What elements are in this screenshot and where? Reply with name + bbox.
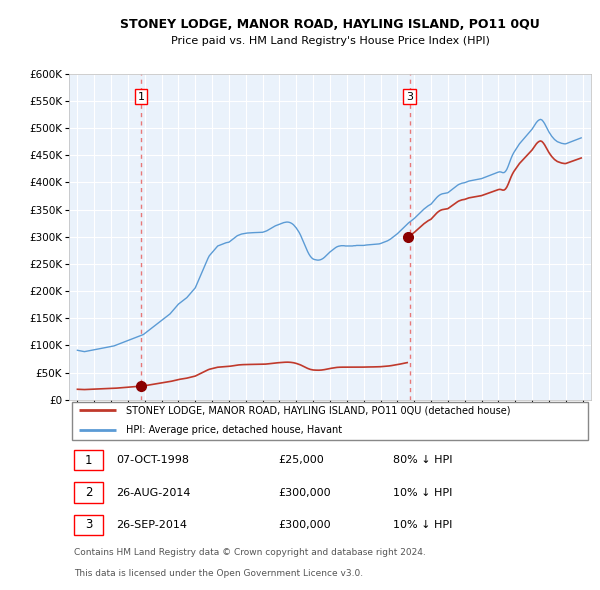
Text: HPI: Average price, detached house, Havant: HPI: Average price, detached house, Hava… [127,425,343,435]
Text: 3: 3 [85,518,92,531]
Text: 26-SEP-2014: 26-SEP-2014 [116,520,187,530]
Text: £300,000: £300,000 [278,487,331,497]
Text: STONEY LODGE, MANOR ROAD, HAYLING ISLAND, PO11 0QU (detached house): STONEY LODGE, MANOR ROAD, HAYLING ISLAND… [127,405,511,415]
Text: 3: 3 [406,91,413,101]
Bar [74,483,103,503]
Text: 26-AUG-2014: 26-AUG-2014 [116,487,190,497]
Text: 07-OCT-1998: 07-OCT-1998 [116,455,189,466]
Text: This data is licensed under the Open Government Licence v3.0.: This data is licensed under the Open Gov… [74,569,364,578]
Text: £25,000: £25,000 [278,455,323,466]
Text: STONEY LODGE, MANOR ROAD, HAYLING ISLAND, PO11 0QU: STONEY LODGE, MANOR ROAD, HAYLING ISLAND… [120,18,540,31]
Text: Contains HM Land Registry data © Crown copyright and database right 2024.: Contains HM Land Registry data © Crown c… [74,548,426,556]
Bar [74,514,103,535]
Bar [74,450,103,470]
Text: 80% ↓ HPI: 80% ↓ HPI [392,455,452,466]
Text: 2: 2 [85,486,92,499]
Text: 10% ↓ HPI: 10% ↓ HPI [392,520,452,530]
Text: 10% ↓ HPI: 10% ↓ HPI [392,487,452,497]
Text: 1: 1 [137,91,145,101]
Text: 1: 1 [85,454,92,467]
Text: £300,000: £300,000 [278,520,331,530]
Text: Price paid vs. HM Land Registry's House Price Index (HPI): Price paid vs. HM Land Registry's House … [170,37,490,46]
